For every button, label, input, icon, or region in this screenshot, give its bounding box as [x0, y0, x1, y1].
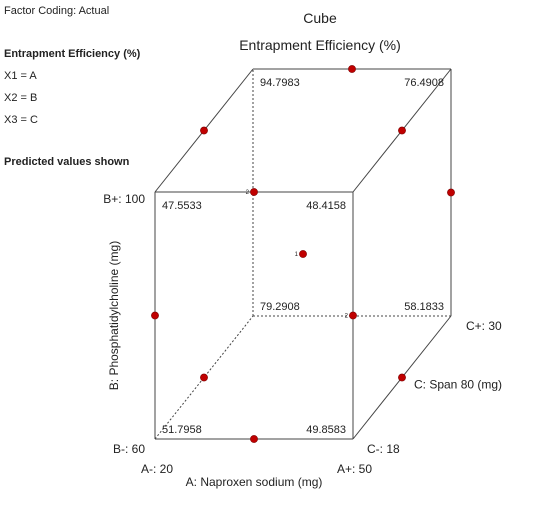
- design-point: [250, 435, 258, 443]
- corner-value: 48.4158: [306, 200, 346, 212]
- design-point: [200, 373, 208, 382]
- chart-title: Cube: [303, 10, 337, 26]
- design-point: [348, 65, 356, 73]
- axis-a-low-label: A-: 20: [141, 462, 173, 476]
- corner-value: 51.7958: [162, 424, 202, 436]
- chart-subtitle: Entrapment Efficiency (%): [239, 37, 401, 53]
- axis-c-low-label: C-: 18: [367, 442, 400, 456]
- factor-x2-label: X2 = B: [4, 92, 38, 104]
- axis-b-title: B: Phosphatidylcholine (mg): [107, 241, 121, 390]
- axis-c-title: C: Span 80 (mg): [414, 378, 502, 392]
- corner-value: 58.1833: [404, 301, 444, 313]
- axis-b-high-label: B+: 100: [103, 192, 145, 206]
- corner-value: 79.2908: [260, 301, 300, 313]
- design-point: [398, 126, 406, 135]
- response-label: Entrapment Efficiency (%): [4, 48, 141, 60]
- corner-value: 47.5533: [162, 200, 202, 212]
- predicted-note: Predicted values shown: [4, 156, 130, 168]
- design-point: [200, 126, 208, 135]
- factor-x3-label: X3 = C: [4, 114, 38, 126]
- axis-a-title: A: Naproxen sodium (mg): [186, 475, 323, 489]
- factor-coding-label: Factor Coding: Actual: [4, 5, 110, 17]
- design-point-count: 1: [295, 252, 299, 258]
- design-point: [447, 188, 455, 197]
- design-point: [250, 188, 258, 196]
- design-point: [398, 373, 406, 382]
- design-point-count: 2: [345, 314, 349, 320]
- axis-a-high-label: A+: 50: [337, 462, 372, 476]
- axis-b-low-label: B-: 60: [113, 442, 145, 456]
- axis-c-high-label: C+: 30: [466, 319, 502, 333]
- corner-value: 49.8583: [306, 424, 346, 436]
- corner-value: 76.4908: [404, 77, 444, 89]
- corner-value: 94.7983: [260, 77, 300, 89]
- design-point: [151, 311, 159, 320]
- design-point: [349, 311, 357, 320]
- design-point: [299, 250, 307, 258]
- design-point-count: 2: [246, 190, 250, 196]
- factor-x1-label: X1 = A: [4, 70, 37, 82]
